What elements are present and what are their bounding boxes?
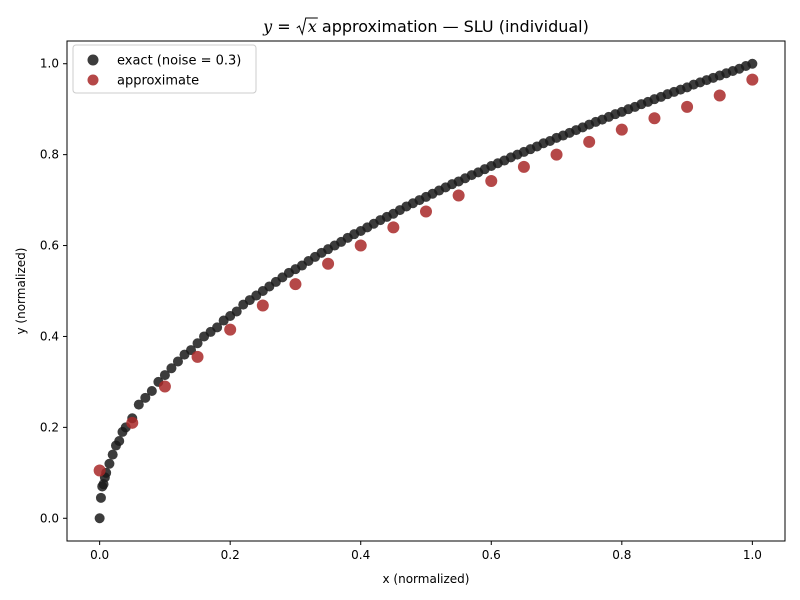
title-var-y: y [262, 17, 273, 36]
approximate-point [387, 221, 400, 234]
approximate-point [93, 464, 106, 477]
exact-point [140, 392, 151, 403]
series-layer [93, 58, 759, 524]
y-tick-label: 0.8 [40, 148, 59, 162]
exact-point [114, 436, 125, 446]
exact-point [212, 322, 223, 333]
approximate-point [158, 380, 171, 393]
approximate-point [615, 123, 628, 136]
plot-area [67, 41, 785, 541]
approximate-point [583, 135, 596, 148]
y-tick-label: 0.0 [40, 511, 59, 525]
exact-point [104, 458, 115, 469]
axes-frame [66, 40, 786, 542]
approximate-point [550, 148, 563, 161]
approximate-point [746, 73, 759, 86]
approximate-point [126, 416, 139, 429]
legend-box [72, 44, 257, 94]
x-tick-label: 1.0 [743, 548, 762, 562]
x-axis-ticks: 0.0 0.2 0.4 0.6 0.8 1.0 [90, 541, 762, 562]
exact-point [95, 492, 106, 503]
approximate-point [256, 299, 269, 312]
approximate-point [681, 100, 694, 113]
legend-label-approximate: approximate [117, 74, 199, 89]
y-axis-ticks: 0.0 0.2 0.4 0.6 0.8 1.0 [40, 57, 67, 525]
exact-point [747, 58, 758, 69]
svg-text:y = x approximation — SLU (ind: y = x approximation — SLU (individual) [262, 17, 589, 36]
approximate-point [452, 189, 465, 202]
x-tick-label: 0.0 [90, 548, 109, 562]
exact-point [172, 356, 183, 367]
exact-point [231, 306, 242, 317]
x-tick-label: 0.6 [482, 548, 501, 562]
y-tick-label: 0.4 [40, 329, 59, 343]
exact-point [146, 386, 157, 396]
x-tick-label: 0.4 [351, 548, 370, 562]
approximate-point [354, 239, 367, 252]
y-tick-label: 0.6 [40, 239, 59, 253]
x-axis-label: x (normalized) [383, 572, 470, 586]
title-equals: = [272, 17, 296, 36]
exact-point [159, 370, 170, 381]
title-var-x: x [308, 17, 317, 36]
y-tick-label: 0.2 [40, 420, 59, 434]
y-axis-label: y (normalized) [14, 248, 28, 335]
approximate-point [191, 350, 204, 363]
legend-marker-approximate [87, 74, 99, 86]
exact-point [133, 399, 144, 410]
approximate-point [420, 205, 432, 218]
approximate-point [485, 175, 498, 187]
chart-title: y = x approximation — SLU (individual) [262, 17, 589, 36]
legend-marker-exact [87, 54, 99, 66]
approximate-point [713, 89, 726, 102]
title-sqrt-sign [296, 17, 318, 36]
series-1 [93, 73, 759, 477]
approximate-point [322, 257, 335, 270]
x-tick-label: 0.2 [221, 548, 240, 562]
approximate-point [517, 160, 530, 173]
legend: exact (noise = 0.3) approximate [72, 44, 257, 94]
series-0 [94, 58, 758, 524]
exact-point [94, 513, 105, 524]
x-tick-label: 0.8 [612, 548, 631, 562]
exact-point [192, 338, 203, 349]
approximate-point [224, 323, 237, 336]
title-rest: approximation — SLU (individual) [317, 17, 589, 36]
approximate-point [289, 278, 302, 291]
exact-point [166, 363, 177, 374]
exact-point [107, 449, 118, 460]
legend-label-exact: exact (noise = 0.3) [117, 54, 241, 69]
approximate-point [648, 112, 661, 125]
y-tick-label: 1.0 [40, 57, 59, 71]
